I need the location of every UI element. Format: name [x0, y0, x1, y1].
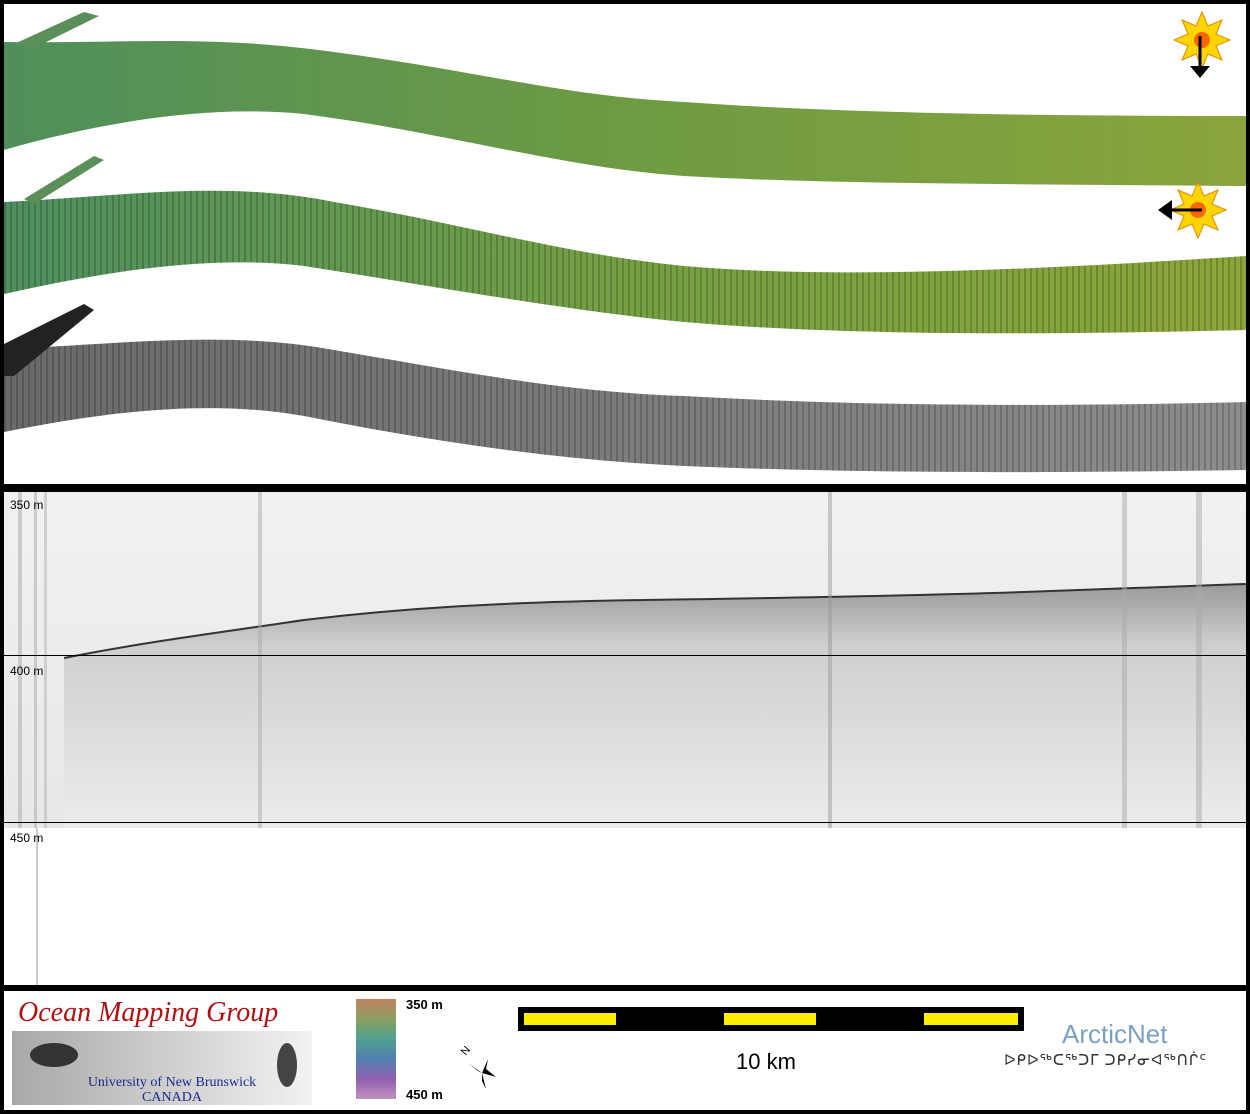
depth-gridline-400 [4, 655, 1246, 656]
scale-segment [724, 1013, 816, 1025]
noise-column [258, 492, 262, 828]
depth-colorbar [356, 999, 396, 1099]
arcticnet-inuktitut-text: ᐅᑭᐅᖅᑕᖅᑐᒥ ᑐᑭᓯᓂᐊᖅᑎᒌᑦ [1004, 1052, 1207, 1069]
depth-label-350: 350 m [10, 498, 44, 512]
survey-vessel-icon [30, 1043, 78, 1067]
north-arrow-icon: N [456, 1044, 506, 1095]
colorbar-top-label: 350 m [406, 997, 443, 1012]
org-name: Ocean Mapping Group [18, 997, 279, 1028]
depth-label-400: 400 m [10, 664, 44, 678]
scale-segment [524, 1013, 616, 1025]
scale-label: 10 km [736, 1049, 796, 1074]
logo-graphic [12, 1031, 312, 1105]
swath-map-panel [4, 4, 1246, 484]
subbottom-profile-panel: 350 m 400 m 450 m [4, 492, 1246, 985]
backscatter-striping [4, 339, 1246, 473]
arcticnet-logo-text: ArcticNet [1062, 1019, 1168, 1049]
swath-fragment [24, 156, 104, 204]
scale-segment [924, 1013, 1018, 1025]
org-sub-line2: CANADA [142, 1090, 202, 1105]
org-sub-line1: University of New Brunswick [87, 1075, 257, 1090]
noise-column [34, 492, 37, 828]
ocean-mapping-group-logo: Ocean Mapping Group University of New Br… [12, 995, 312, 1105]
profile-svg [4, 492, 1246, 985]
org-subtitle: University of New Brunswick CANADA [72, 1075, 272, 1105]
north-arrow-svg [468, 1059, 496, 1089]
scale-bar [518, 1007, 1024, 1031]
depth-label-450: 450 m [10, 831, 44, 845]
noise-column [828, 492, 832, 828]
noise-column [44, 492, 47, 828]
noise-column [1196, 492, 1202, 828]
swath-fragment [14, 12, 99, 48]
seafloor-line [63, 583, 1246, 659]
bathymetry-swath-north-lit [4, 41, 1246, 186]
backscatter-fragment [4, 304, 94, 376]
vertical-striping [4, 190, 1246, 334]
swath-map-svg [4, 10, 1246, 473]
seafloor-reflector [64, 584, 1246, 828]
legend-panel: Ocean Mapping Group University of New Br… [4, 991, 1246, 1110]
sun-illumination-east-icon [1158, 180, 1228, 240]
sun-illumination-north-icon [1172, 10, 1232, 78]
noise-column [1122, 492, 1127, 828]
fish-icon [277, 1043, 297, 1087]
colorbar-bottom-label: 450 m [406, 1087, 443, 1102]
noise-column [18, 492, 22, 828]
depth-gridline-450 [4, 822, 1246, 823]
